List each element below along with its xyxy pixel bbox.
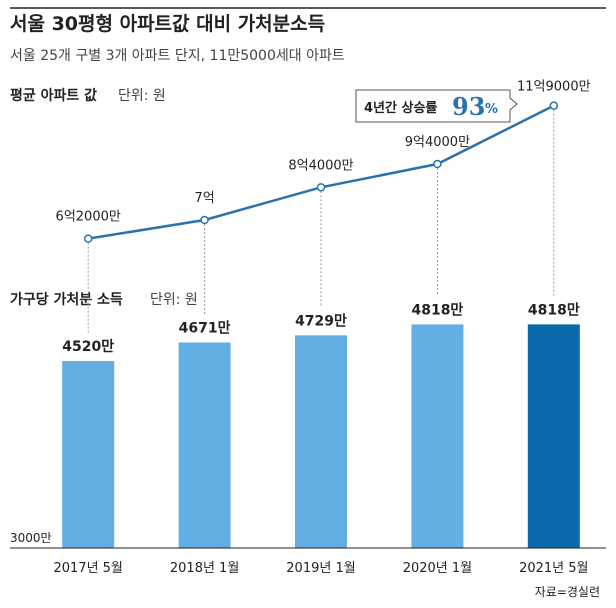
line-point: [316, 183, 326, 192]
bar: [295, 335, 347, 548]
line-data-label: 6억2000만: [56, 210, 121, 225]
bar: [62, 361, 115, 548]
x-axis: 2017년 5월 2018년 1월 2019년 1월 2020년 1월 2021년 5월: [10, 547, 606, 576]
line-point: [83, 234, 93, 243]
baseline-label: 3000만: [10, 531, 52, 545]
leader-lines: [87, 109, 555, 334]
bar: [527, 324, 580, 548]
chart-subtitle: 서울 25개 구별 3개 아파트 단지, 11만5000세대 아파트: [10, 48, 345, 64]
callout-value: 93: [452, 92, 485, 121]
line-point: [200, 215, 209, 225]
growth-callout: 4년간 상승률 93 %: [355, 89, 518, 123]
x-tick-label: 2017년 5월: [53, 561, 122, 576]
bar-data-label: 4671만: [179, 320, 231, 336]
callout-suffix: %: [485, 102, 498, 117]
callout-prefix: 4년간 상승률: [364, 100, 437, 116]
x-tick-label: 2019년 1월: [286, 561, 355, 576]
source-label: 자료=경실련: [535, 585, 600, 599]
line-series: [83, 101, 559, 243]
line-point: [433, 159, 442, 169]
bar-unit-label: 단위: 원: [150, 292, 198, 308]
x-tick-label: 2018년 1월: [170, 561, 239, 576]
bar-data-label: 4520만: [62, 339, 114, 355]
line-data-label: 8억4000만: [288, 158, 353, 173]
line-section-title: 평균 아파트 값: [10, 87, 97, 104]
bar-section-title: 가구당 가처분 소득: [10, 291, 123, 308]
bar: [178, 342, 231, 548]
callout-box: [355, 89, 518, 123]
line-data-label: 7억: [194, 191, 214, 206]
bar: [411, 324, 464, 548]
x-tick-label: 2021년 5월: [519, 561, 588, 576]
bar-series: [62, 324, 580, 548]
x-tick-label: 2020년 1월: [403, 561, 472, 576]
chart-title: 서울 30평형 아파트값 대비 가처분소득: [10, 13, 325, 35]
line-point: [549, 101, 559, 110]
line-data-label: 9억4000만: [405, 135, 470, 150]
line-data-label: 11억9000만: [517, 80, 591, 95]
bar-data-label: 4729만: [295, 313, 347, 329]
bar-data-labels: 4520만 4671만 4729만 4818만 4818만: [62, 302, 580, 355]
bar-data-label: 4818만: [528, 302, 580, 318]
line-data-labels: 6억2000만 7억 8억4000만 9억4000만 11억9000만: [56, 80, 591, 225]
bar-data-label: 4818만: [411, 302, 463, 318]
line-unit-label: 단위: 원: [118, 88, 166, 104]
